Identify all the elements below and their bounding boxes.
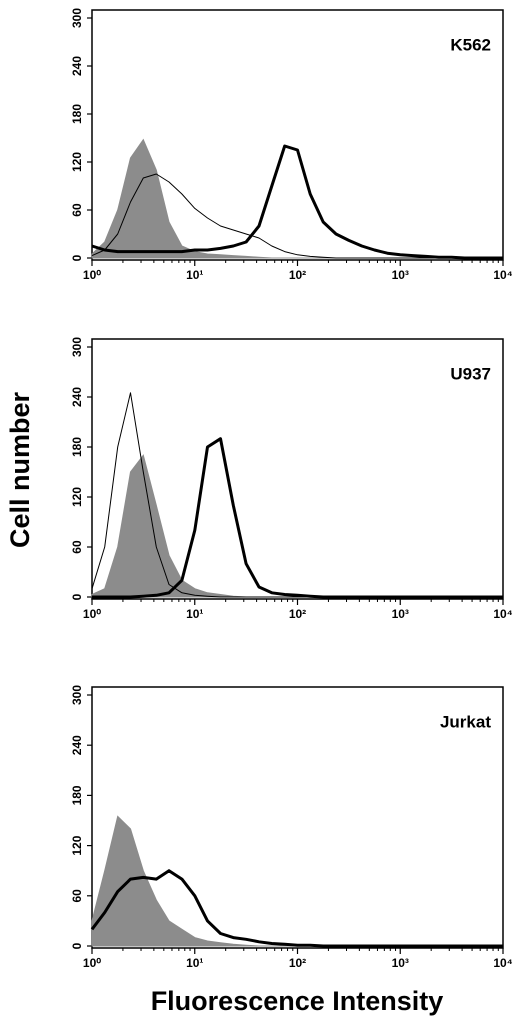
x-tick-label: 10³ [392, 268, 409, 282]
y-tick-label: 180 [70, 785, 84, 805]
panel-title: Jurkat [440, 712, 491, 731]
y-tick-label: 0 [70, 942, 84, 949]
x-tick-label: 10³ [392, 607, 409, 621]
series-line [91, 144, 503, 260]
y-tick-label: 300 [70, 8, 84, 28]
x-axis-label: Fluorescence Intensity [151, 986, 444, 1016]
y-tick-label: 180 [70, 104, 84, 124]
x-tick-label: 10² [289, 956, 306, 970]
y-tick-label: 60 [70, 889, 84, 903]
x-tick-label: 10⁰ [83, 268, 101, 282]
y-tick-label: 0 [70, 593, 84, 600]
series-line [92, 437, 503, 599]
y-tick-label: 240 [70, 56, 84, 76]
y-tick-label: 300 [70, 337, 84, 357]
series-area [91, 138, 503, 259]
series-area [91, 454, 503, 598]
y-tick-label: 120 [70, 487, 84, 507]
y-tick-label: 240 [70, 387, 84, 407]
x-tick-label: 10¹ [186, 956, 203, 970]
y-tick-label: 60 [70, 540, 84, 554]
y-tick-label: 300 [70, 685, 84, 705]
x-tick-label: 10² [289, 268, 306, 282]
x-tick-label: 10⁰ [83, 607, 101, 621]
x-tick-label: 10¹ [186, 268, 203, 282]
series-line [90, 869, 503, 948]
x-tick-label: 10⁴ [493, 607, 512, 621]
x-tick-label: 10⁰ [83, 956, 101, 970]
x-tick-label: 10² [289, 607, 306, 621]
y-tick-label: 180 [70, 437, 84, 457]
y-tick-label: 0 [70, 254, 84, 261]
y-tick-label: 60 [70, 203, 84, 217]
panel-title: K562 [450, 35, 491, 54]
x-tick-label: 10¹ [186, 607, 203, 621]
x-tick-label: 10³ [392, 956, 409, 970]
y-tick-label: 120 [70, 152, 84, 172]
y-axis-label: Cell number [5, 391, 35, 548]
y-tick-label: 120 [70, 835, 84, 855]
x-tick-label: 10⁴ [493, 956, 512, 970]
x-tick-label: 10⁴ [493, 268, 512, 282]
series-area [91, 815, 503, 947]
panel-title: U937 [450, 364, 491, 383]
y-tick-label: 240 [70, 735, 84, 755]
